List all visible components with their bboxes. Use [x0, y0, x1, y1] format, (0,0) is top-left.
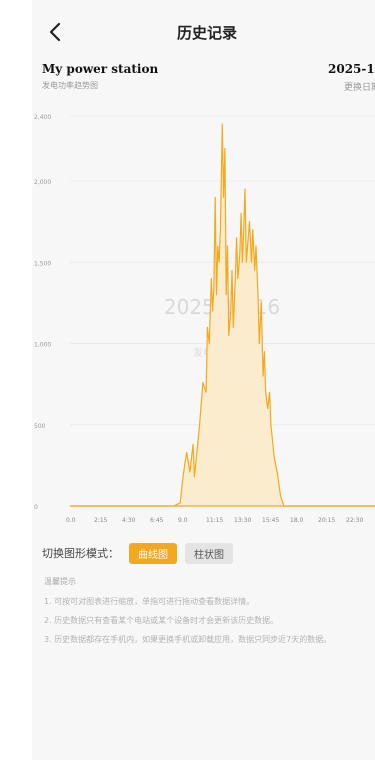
bar-chart-button[interactable]: 柱状图 — [185, 542, 233, 564]
tip-item: 2. 历史数据只有查看某个电站或某个设备时才会更新该历史数据。 — [44, 616, 279, 625]
tip-item: 1. 可按可对图表进行缩放，单指可进行拖动查看数据详情。 — [44, 597, 255, 606]
station-name: My power station — [42, 62, 159, 76]
y-tick-label: 500 — [34, 423, 46, 430]
tip-item: 3. 历史数据都存在手机内，如果更换手机或卸载应用，数据只同步近7天的数据。 — [44, 635, 332, 644]
x-tick-label: 18.0 — [290, 517, 304, 524]
power-chart[interactable]: 05001,0001,5002,0002,4002025-12-16发电功率(W… — [32, 104, 375, 534]
series-area — [70, 124, 375, 506]
tips-list: 1. 可按可对图表进行缩放，单指可进行拖动查看数据详情。 2. 历史数据只有查看… — [44, 596, 375, 653]
x-tick-label: 13:30 — [234, 517, 251, 524]
series-line — [70, 123, 375, 507]
chevron-left-icon[interactable] — [44, 20, 68, 44]
x-tick-label: 4:30 — [122, 517, 136, 524]
chart-mode-switch: 切换图形模式： 曲线图 柱状图 — [42, 542, 241, 564]
chart-subtitle: 发电功率趋势图 — [42, 81, 98, 90]
change-date-button[interactable]: 更换日期 — [344, 83, 375, 93]
x-tick-label: 15:45 — [262, 517, 279, 524]
history-screen: 历史记录 My power station 发电功率趋势图 2025-12-16… — [32, 0, 375, 760]
y-tick-label: 2,000 — [34, 179, 51, 186]
x-tick-label: 0.0 — [66, 517, 76, 524]
x-tick-label: 11:15 — [206, 517, 223, 524]
x-tick-label: 20:15 — [318, 517, 335, 524]
x-tick-label: 2:15 — [94, 517, 108, 524]
x-tick-label: 22:30 — [346, 517, 363, 524]
y-tick-label: 1,000 — [34, 342, 51, 349]
page-title: 历史记录 — [176, 24, 237, 42]
x-tick-label: 9.0 — [178, 517, 188, 524]
selected-date[interactable]: 2025-12-16 — [328, 62, 375, 76]
x-tick-label: 6:45 — [150, 517, 164, 524]
mode-label: 切换图形模式： — [42, 547, 119, 560]
line-chart-button[interactable]: 曲线图 — [129, 542, 177, 564]
y-tick-label: 1,500 — [34, 260, 51, 267]
header-bar: 历史记录 — [32, 0, 375, 58]
y-tick-label: 0 — [34, 504, 38, 511]
tips-title: 温馨提示 — [44, 577, 76, 586]
y-tick-label: 2,400 — [34, 114, 51, 121]
